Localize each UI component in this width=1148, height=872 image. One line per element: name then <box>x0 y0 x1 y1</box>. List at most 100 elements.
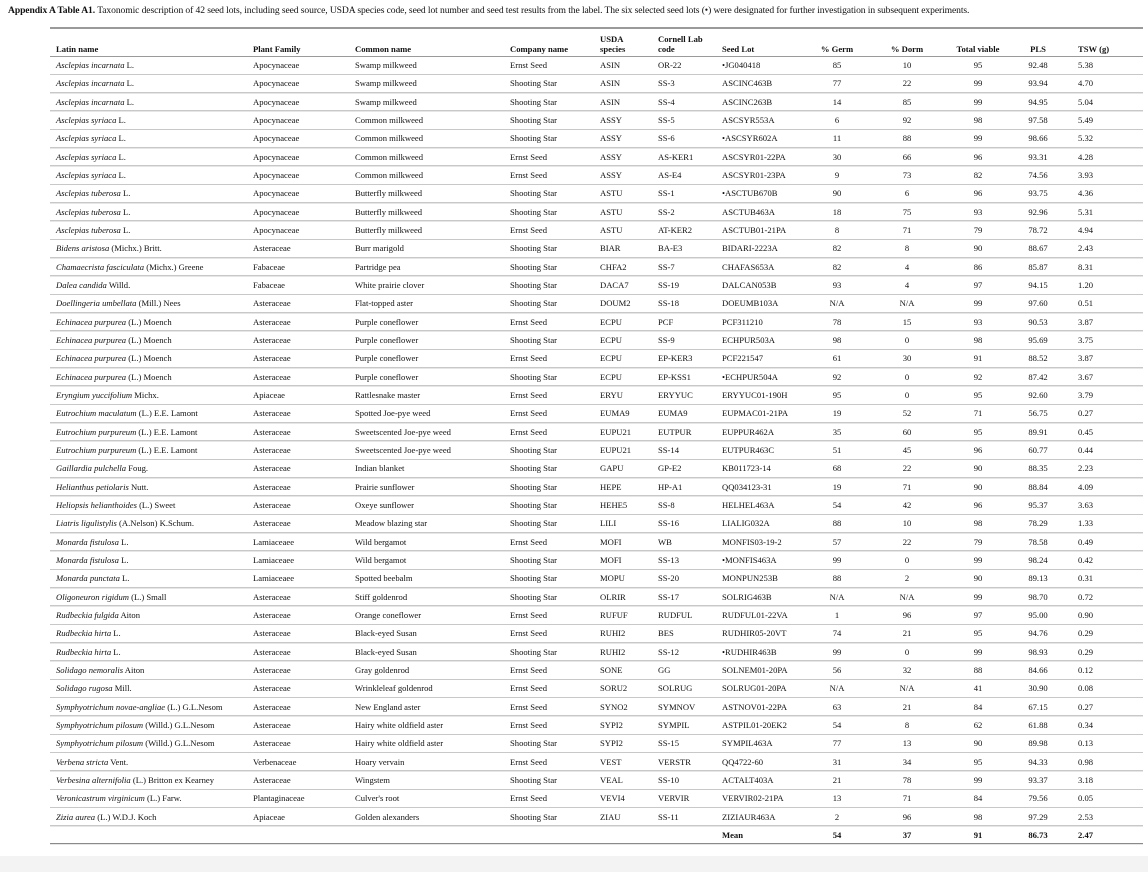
cell-plant-family: Asteraceae <box>253 664 291 675</box>
table-row: Helianthus petiolaris Nutt. Asteraceae Pra… <box>50 478 1143 496</box>
species-authority: Willd. <box>106 280 131 291</box>
header-common-name: Common name <box>349 28 504 56</box>
cell-common-name: Stiff goldenrod <box>355 591 408 602</box>
cell-tsw: 0.51 <box>1078 298 1094 309</box>
cell-usda-species: VEAL <box>600 774 623 785</box>
mean-pls: 86.73 <box>1028 829 1048 840</box>
header-text: Seed Lot <box>722 43 755 54</box>
cell-total-viable: 96 <box>973 151 983 162</box>
species-authority: L. <box>111 646 121 657</box>
header-text: PLS <box>1030 43 1046 54</box>
table-row: Echinacea purpurea (L.) Moench Asteraceae… <box>50 349 1143 368</box>
cell-latin-name: Eutrochium purpureum (L.) E.E. Lamont <box>50 423 247 441</box>
species-authority: L. <box>116 115 126 126</box>
cell-pls: 92.60 <box>1028 390 1048 401</box>
species-binomial: Verbesina alternifolia <box>56 774 131 785</box>
cell-latin-name: Solidago rugosa Mill. <box>50 679 247 697</box>
cell-pls: 61.88 <box>1028 719 1048 730</box>
species-authority: (L.) G.L.Nesom <box>165 701 223 712</box>
cell-company-name: Shooting Star <box>510 500 558 511</box>
cell-plant-family: Plantaginaceae <box>253 793 305 804</box>
species-binomial: Rudbeckia hirta <box>56 628 112 639</box>
cell-total-viable: 84 <box>973 701 983 712</box>
table-row: Eutrochium maculatum (L.) E.E. Lamont Ast… <box>50 404 1143 423</box>
cell-usda-species: SYPI2 <box>600 719 623 730</box>
cell-pls: 88.67 <box>1028 243 1048 254</box>
cell-latin-name: Bidens aristosa (Michx.) Britt. <box>50 239 247 257</box>
cell-germ: 14 <box>832 96 842 107</box>
species-authority: (L.) Moench <box>126 353 172 364</box>
species-binomial: Echinacea purpurea <box>56 371 127 382</box>
cell-cornell-lab-code: SS-5 <box>658 115 675 126</box>
cell-tsw: 5.31 <box>1078 206 1094 217</box>
cell-total-viable: 95 <box>973 426 983 437</box>
cell-usda-species: SYPI2 <box>600 738 623 749</box>
cell-plant-family: Verbenaceae <box>253 756 297 767</box>
cell-germ: 74 <box>832 628 842 639</box>
header-usda-species: USDA species <box>594 28 652 56</box>
cell-pls: 56.75 <box>1028 408 1048 419</box>
header-cornell-lab-code: Cornell Lab code <box>652 28 716 56</box>
cell-cornell-lab-code: SS-18 <box>658 298 680 309</box>
cell-usda-species: VEST <box>600 756 622 767</box>
cell-total-viable: 93 <box>973 316 983 327</box>
species-authority: Mill. <box>112 683 132 694</box>
cell-company-name: Ernst Seed <box>510 683 547 694</box>
cell-plant-family: Apocynaceae <box>253 206 300 217</box>
cell-common-name: Hairy white oldfield aster <box>355 719 444 730</box>
cell-plant-family: Asteraceae <box>253 481 291 492</box>
cell-dorm: 0 <box>904 335 910 346</box>
cell-latin-name: Asclepias syriaca L. <box>50 111 247 129</box>
cell-tsw: 0.27 <box>1078 408 1094 419</box>
cell-plant-family: Lamiaceaee <box>253 536 295 547</box>
cell-total-viable: 95 <box>973 60 983 71</box>
cell-total-viable: 96 <box>973 500 983 511</box>
cell-tsw: 0.08 <box>1078 683 1094 694</box>
cell-company-name: Shooting Star <box>510 738 558 749</box>
cell-germ: 2 <box>834 811 840 822</box>
cell-usda-species: ASIN <box>600 78 621 89</box>
cell-tsw: 0.29 <box>1078 628 1094 639</box>
cell-plant-family: Asteraceae <box>253 298 291 309</box>
cell-common-name: Black-eyed Susan <box>355 628 417 639</box>
cell-latin-name: Echinacea purpurea (L.) Moench <box>50 313 247 331</box>
cell-seed-lot: •JG040418 <box>722 60 761 71</box>
cell-dorm: 10 <box>902 518 912 529</box>
table-row: Eutrochium purpureum (L.) E.E. Lamont Ast… <box>50 423 1143 441</box>
species-binomial: Monarda punctata <box>56 573 120 584</box>
species-binomial: Asclepias syriaca <box>56 115 117 126</box>
table-row: Eryngium yuccifolium Michx. Apiaceae Rattl… <box>50 386 1143 405</box>
cell-common-name: Hoary vervain <box>355 756 405 767</box>
cell-total-viable: 93 <box>973 206 983 217</box>
species-authority: L. <box>124 60 135 71</box>
cell-tsw: 3.93 <box>1078 170 1094 181</box>
table-row: Echinacea purpurea (L.) Moench Asteraceae… <box>50 313 1143 331</box>
cell-seed-lot: EUTPUR463C <box>722 445 775 456</box>
cell-total-viable: 90 <box>973 463 983 474</box>
cell-seed-lot: CHAFAS653A <box>722 261 775 272</box>
cell-latin-name: Asclepias syriaca L. <box>50 166 247 184</box>
cell-cornell-lab-code: HP-A1 <box>658 481 683 492</box>
cell-plant-family: Asteraceae <box>253 408 291 419</box>
header-pls: PLS <box>1004 28 1072 56</box>
cell-tsw: 0.31 <box>1078 573 1094 584</box>
cell-seed-lot: SOLRUG01-20PA <box>722 683 787 694</box>
cell-pls: 88.52 <box>1028 353 1048 364</box>
cell-pls: 94.33 <box>1028 756 1048 767</box>
cell-germ: 19 <box>832 408 842 419</box>
header-dorm: % Dorm <box>862 28 952 56</box>
cell-germ: 21 <box>832 774 842 785</box>
cell-common-name: Common milkweed <box>355 151 424 162</box>
cell-usda-species: ASSY <box>600 151 622 162</box>
cell-pls: 74.56 <box>1028 170 1048 181</box>
cell-usda-species: ASIN <box>600 96 621 107</box>
cell-pls: 97.29 <box>1028 811 1048 822</box>
table-row: Verbena stricta Vent. Verbenaceae Hoary ve… <box>50 752 1143 771</box>
cell-cornell-lab-code: SS-1 <box>658 188 675 199</box>
species-binomial: Symphyotrichum pilosum <box>56 738 144 749</box>
cell-total-viable: 99 <box>973 298 983 309</box>
table-row: Veronicastrum virginicum (L.) Farw. Plant… <box>50 789 1143 808</box>
cell-germ: 99 <box>832 555 842 566</box>
cell-usda-species: EUPU21 <box>600 445 632 456</box>
cell-tsw: 0.45 <box>1078 426 1094 437</box>
